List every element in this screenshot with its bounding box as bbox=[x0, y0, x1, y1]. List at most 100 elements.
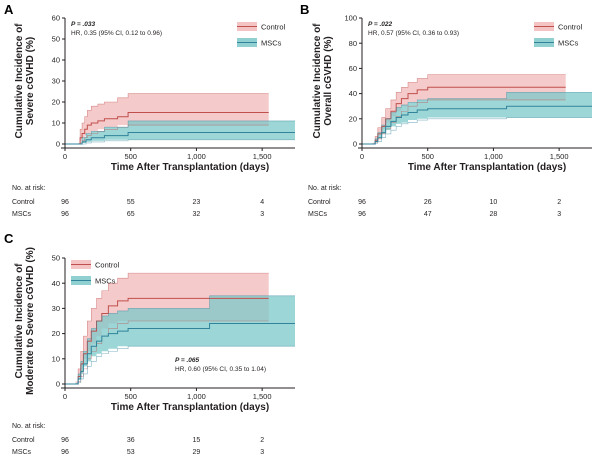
y-tick-label: 20 bbox=[52, 329, 60, 338]
series-line-mscs bbox=[65, 323, 295, 385]
hazard-ratio: HR, 0.35 (95% CI, 0.12 to 0.96) bbox=[71, 30, 162, 37]
hazard-ratio: HR, 0.57 (95% CI, 0.36 to 0.93) bbox=[368, 30, 459, 37]
series-line-mscs bbox=[65, 131, 295, 145]
risk-value: 53 bbox=[127, 449, 135, 455]
y-tick-label: 10 bbox=[52, 354, 60, 363]
x-tick-label: 500 bbox=[124, 392, 137, 401]
x-tick-label: 1,000 bbox=[187, 392, 206, 401]
risk-value: 15 bbox=[193, 437, 201, 444]
risk-value: 28 bbox=[490, 211, 498, 218]
risk-value: 3 bbox=[260, 449, 264, 455]
legend-label-mscs: MSCs bbox=[558, 39, 579, 48]
ci-band-mscs bbox=[362, 92, 592, 144]
risk-value: 23 bbox=[193, 199, 201, 206]
risk-value: 2 bbox=[260, 437, 264, 444]
risk-value: 96 bbox=[61, 449, 69, 455]
x-axis-label: Time After Transplantation (days) bbox=[111, 162, 269, 173]
ci-band-control bbox=[362, 74, 566, 144]
y-tick-label: 0 bbox=[56, 140, 60, 149]
risk-value: 47 bbox=[424, 211, 432, 218]
x-axis-label: Time After Transplantation (days) bbox=[111, 402, 269, 413]
risk-value: 2 bbox=[557, 199, 561, 206]
ci-lower-control bbox=[362, 99, 566, 145]
y-tick-label: 0 bbox=[56, 380, 60, 389]
series-line-control bbox=[65, 112, 269, 145]
risk-value: 65 bbox=[127, 211, 135, 218]
risk-value: 36 bbox=[127, 437, 135, 444]
ci-lower-mscs bbox=[362, 117, 592, 145]
risk-table-title: No. at risk: bbox=[12, 185, 46, 192]
y-axis-label-line: Moderate to Severe cGVHD (%) bbox=[25, 247, 36, 395]
panel-letter: B bbox=[300, 2, 309, 17]
y-tick-label: 60 bbox=[349, 64, 357, 73]
risk-value: 96 bbox=[358, 211, 366, 218]
y-tick-label: 20 bbox=[52, 98, 60, 107]
y-axis-label-line: Overall cGVHD (%) bbox=[323, 36, 334, 125]
y-tick-label: 10 bbox=[52, 119, 60, 128]
x-tick-label: 1,000 bbox=[187, 152, 206, 161]
y-axis-label-line: Cumulative Incidence of bbox=[312, 23, 323, 139]
risk-row-label: MSCs bbox=[12, 211, 32, 218]
y-tick-label: 0 bbox=[353, 140, 357, 149]
legend-label-mscs: MSCs bbox=[95, 277, 116, 286]
x-tick-label: 1,500 bbox=[550, 152, 569, 161]
risk-row-label: Control bbox=[12, 199, 35, 206]
ci-lower-control bbox=[65, 124, 269, 145]
risk-value: 96 bbox=[61, 211, 69, 218]
risk-row-label: MSCs bbox=[308, 211, 328, 218]
legend-label-control: Control bbox=[261, 23, 286, 32]
p-value: P = .022 bbox=[368, 21, 393, 28]
y-tick-label: 40 bbox=[349, 89, 357, 98]
risk-value: 26 bbox=[424, 199, 432, 206]
legend-label-mscs: MSCs bbox=[261, 39, 282, 48]
y-axis-label: Cumulative Incidence ofOverall cGVHD (%) bbox=[312, 23, 334, 139]
risk-value: 96 bbox=[61, 437, 69, 444]
risk-row-label: Control bbox=[12, 437, 35, 444]
y-tick-label: 20 bbox=[349, 114, 357, 123]
ci-lower-mscs bbox=[65, 345, 295, 385]
risk-table-title: No. at risk: bbox=[308, 185, 342, 192]
x-tick-label: 1,500 bbox=[253, 392, 272, 401]
series-line-mscs bbox=[362, 105, 592, 145]
ci-band-control bbox=[65, 93, 269, 144]
x-tick-label: 1,000 bbox=[484, 152, 503, 161]
ci-band-mscs bbox=[65, 295, 295, 384]
risk-value: 4 bbox=[260, 199, 264, 206]
x-axis-label: Time After Transplantation (days) bbox=[408, 162, 566, 173]
y-tick-label: 50 bbox=[52, 254, 60, 263]
y-axis-label-line: Cumulative Incidence of bbox=[14, 23, 25, 139]
risk-value: 29 bbox=[193, 449, 201, 455]
risk-value: 10 bbox=[490, 199, 498, 206]
risk-value: 96 bbox=[358, 199, 366, 206]
risk-row-label: MSCs bbox=[12, 449, 32, 455]
legend-label-control: Control bbox=[558, 23, 583, 32]
y-axis-label-line: Severe cGVHD (%) bbox=[25, 37, 36, 125]
x-tick-label: 0 bbox=[63, 152, 67, 161]
x-tick-label: 0 bbox=[63, 392, 67, 401]
risk-row-label: Control bbox=[308, 199, 331, 206]
risk-value: 3 bbox=[557, 211, 561, 218]
legend-label-control: Control bbox=[95, 261, 120, 270]
ci-upper-control bbox=[65, 93, 269, 145]
risk-value: 32 bbox=[193, 211, 201, 218]
y-axis-label: Cumulative Incidence ofModerate to Sever… bbox=[14, 247, 36, 395]
y-tick-label: 50 bbox=[52, 35, 60, 44]
y-tick-label: 100 bbox=[344, 14, 357, 23]
x-tick-label: 500 bbox=[421, 152, 434, 161]
y-tick-label: 60 bbox=[52, 14, 60, 23]
y-tick-label: 30 bbox=[52, 77, 60, 86]
y-axis-label-line: Cumulative Incidence of bbox=[14, 263, 25, 379]
y-tick-label: 80 bbox=[349, 39, 357, 48]
p-value: P = .033 bbox=[71, 21, 96, 28]
y-tick-label: 40 bbox=[52, 56, 60, 65]
y-axis-label: Cumulative Incidence ofSevere cGVHD (%) bbox=[14, 23, 36, 139]
risk-value: 3 bbox=[260, 211, 264, 218]
risk-table-title: No. at risk: bbox=[12, 423, 46, 430]
p-value: P = .065 bbox=[175, 357, 200, 364]
panel-letter: A bbox=[4, 2, 14, 17]
ci-upper-control bbox=[65, 272, 269, 385]
